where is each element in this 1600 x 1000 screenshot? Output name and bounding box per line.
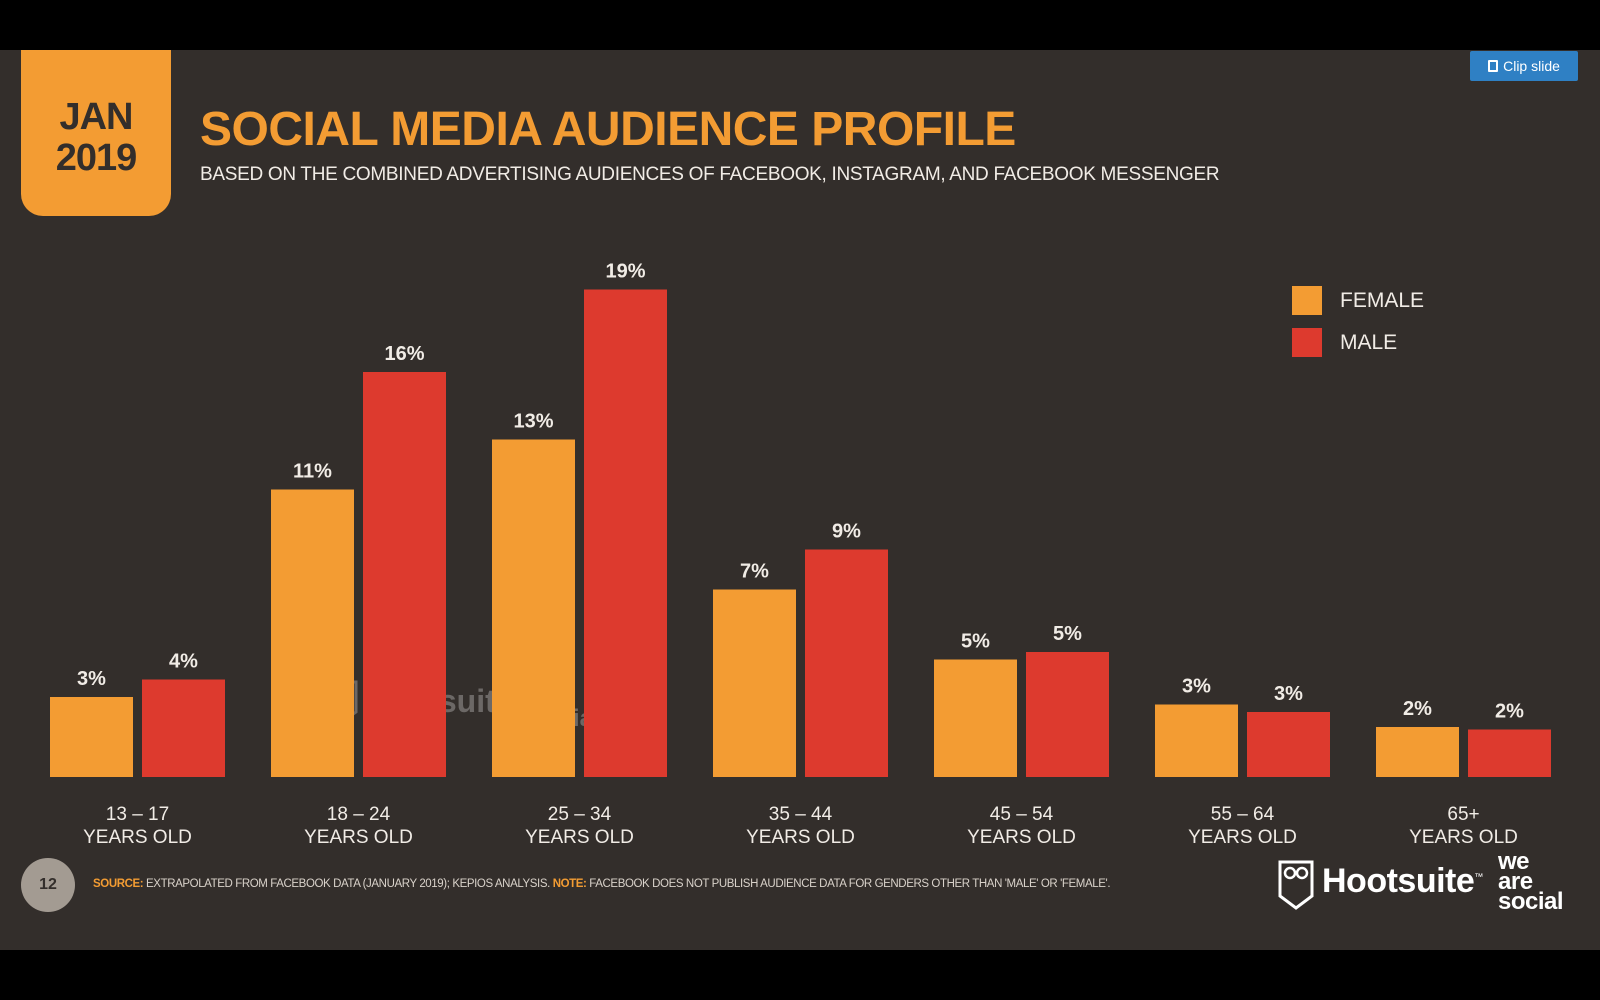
legend-label-female: FEMALE xyxy=(1340,288,1425,312)
bar-female xyxy=(1155,704,1238,777)
category-sublabel: YEARS OLD xyxy=(1409,827,1518,848)
slide: JAN 2019 SOCIAL MEDIA AUDIENCE PROFILE B… xyxy=(0,50,1600,950)
we-are-social-logo: we are social xyxy=(1498,848,1564,915)
slide-subtitle: BASED ON THE COMBINED ADVERTISING AUDIEN… xyxy=(200,164,1220,185)
legend-item-male: MALE xyxy=(1292,328,1424,357)
bar-female xyxy=(271,489,354,777)
source-note: SOURCE: EXTRAPOLATED FROM FACEBOOK DATA … xyxy=(93,878,1111,890)
bar-female xyxy=(934,659,1017,777)
category-label: 25 – 34 xyxy=(548,804,612,825)
legend-swatch-female xyxy=(1292,286,1322,315)
clip-icon xyxy=(1488,60,1499,72)
legend-swatch-male xyxy=(1292,328,1322,357)
note-text: FACEBOOK DOES NOT PUBLISH AUDIENCE DATA … xyxy=(589,878,1111,890)
data-label-female: 13% xyxy=(513,411,553,433)
bar-female xyxy=(492,439,575,777)
legend-item-female: FEMALE xyxy=(1292,286,1424,315)
date-year: 2019 xyxy=(55,137,138,179)
chart-legend: FEMALE MALE xyxy=(1292,286,1424,370)
source-key: SOURCE: xyxy=(93,878,144,890)
category-label: 18 – 24 xyxy=(327,804,391,825)
data-label-male: 2% xyxy=(1495,701,1524,723)
clip-slide-label: Clip slide xyxy=(1503,58,1560,74)
source-text: EXTRAPOLATED FROM FACEBOOK DATA (JANUARY… xyxy=(146,878,550,890)
data-label-male: 9% xyxy=(832,521,861,543)
data-label-male: 5% xyxy=(1053,623,1082,645)
clip-slide-button[interactable]: Clip slide xyxy=(1470,51,1578,81)
category-label: 55 – 64 xyxy=(1211,804,1275,825)
bar-male xyxy=(363,372,446,777)
data-label-male: 3% xyxy=(1274,683,1303,705)
note-key: NOTE: xyxy=(552,878,587,890)
bar-male xyxy=(1026,652,1109,777)
category-sublabel: YEARS OLD xyxy=(746,827,855,848)
data-label-female: 11% xyxy=(293,461,332,483)
date-badge: JAN 2019 xyxy=(21,50,171,216)
legend-label-male: MALE xyxy=(1340,330,1398,354)
category-sublabel: YEARS OLD xyxy=(1188,827,1297,848)
bar-male xyxy=(584,289,667,777)
data-label-male: 16% xyxy=(384,343,424,365)
category-label: 13 – 17 xyxy=(106,804,169,825)
hootsuite-owl-icon xyxy=(1278,860,1314,910)
bar-male xyxy=(805,549,888,777)
category-sublabel: YEARS OLD xyxy=(967,827,1076,848)
category-label: 65+ xyxy=(1447,804,1479,825)
hootsuite-logo: Hootsuite™ xyxy=(1322,862,1483,900)
category-label: 35 – 44 xyxy=(769,804,833,825)
bar-male xyxy=(1247,712,1330,777)
page-number: 12 xyxy=(21,858,75,912)
bar-female xyxy=(713,589,796,777)
data-label-female: 7% xyxy=(740,561,769,583)
category-sublabel: YEARS OLD xyxy=(525,827,634,848)
slide-title: SOCIAL MEDIA AUDIENCE PROFILE xyxy=(200,103,1016,156)
data-label-male: 19% xyxy=(605,261,645,283)
data-label-female: 5% xyxy=(961,631,990,653)
bar-female xyxy=(1376,727,1459,777)
data-label-male: 4% xyxy=(169,651,198,673)
category-label: 45 – 54 xyxy=(990,804,1054,825)
bar-female xyxy=(50,697,133,777)
category-sublabel: YEARS OLD xyxy=(83,827,192,848)
date-month: JAN xyxy=(59,96,133,138)
category-sublabel: YEARS OLD xyxy=(304,827,413,848)
bar-male xyxy=(142,679,225,777)
data-label-female: 3% xyxy=(1182,676,1211,698)
data-label-female: 2% xyxy=(1403,698,1432,720)
bar-male xyxy=(1468,729,1551,777)
data-label-female: 3% xyxy=(77,668,106,690)
